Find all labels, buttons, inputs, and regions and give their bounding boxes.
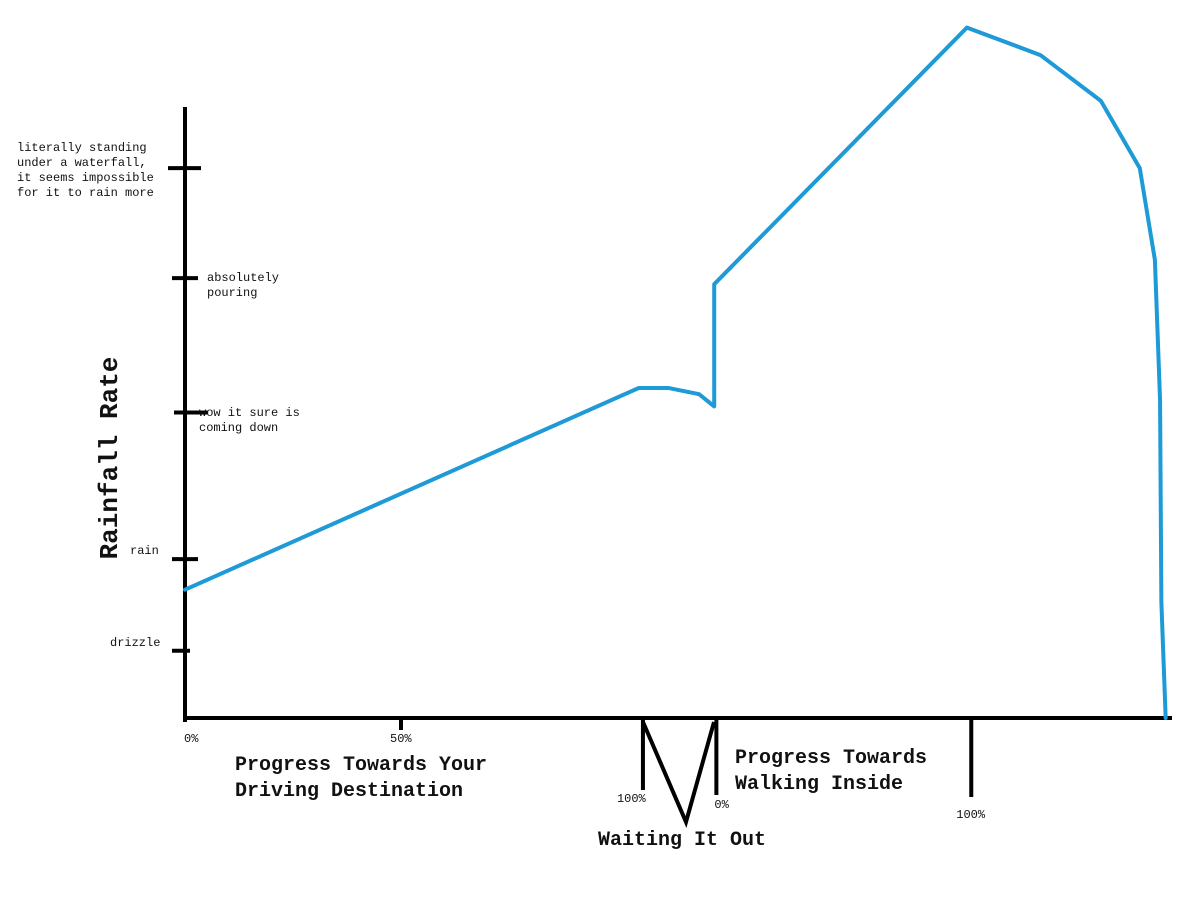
x-axis-label: Walking Inside xyxy=(735,773,904,796)
x-tick-label: 0% xyxy=(714,798,729,812)
y-axis-label: Rainfall Rate xyxy=(95,356,125,560)
rain-line xyxy=(183,25,1168,720)
y-tick-label: wow it sure is coming down xyxy=(199,405,300,435)
x-axis-label: Progress Towards Your xyxy=(235,754,488,777)
y-tick-label: drizzle xyxy=(110,635,161,650)
y-tick-label: literally standing under a waterfall, it… xyxy=(17,141,154,201)
x-tick-label: 0% xyxy=(184,732,199,746)
x-axis-label: Progress Towards xyxy=(735,747,928,770)
y-tick-label: absolutely pouring xyxy=(207,271,280,301)
x-tick-label: 100% xyxy=(956,808,986,822)
x-axis-label: Waiting It Out xyxy=(598,829,767,852)
waiting-v xyxy=(641,721,716,828)
x-axis-label: Driving Destination xyxy=(235,780,464,803)
x-tick-label: 100% xyxy=(616,792,646,806)
x-tick-label: 50% xyxy=(390,732,412,746)
y-tick-label: rain xyxy=(130,544,159,559)
